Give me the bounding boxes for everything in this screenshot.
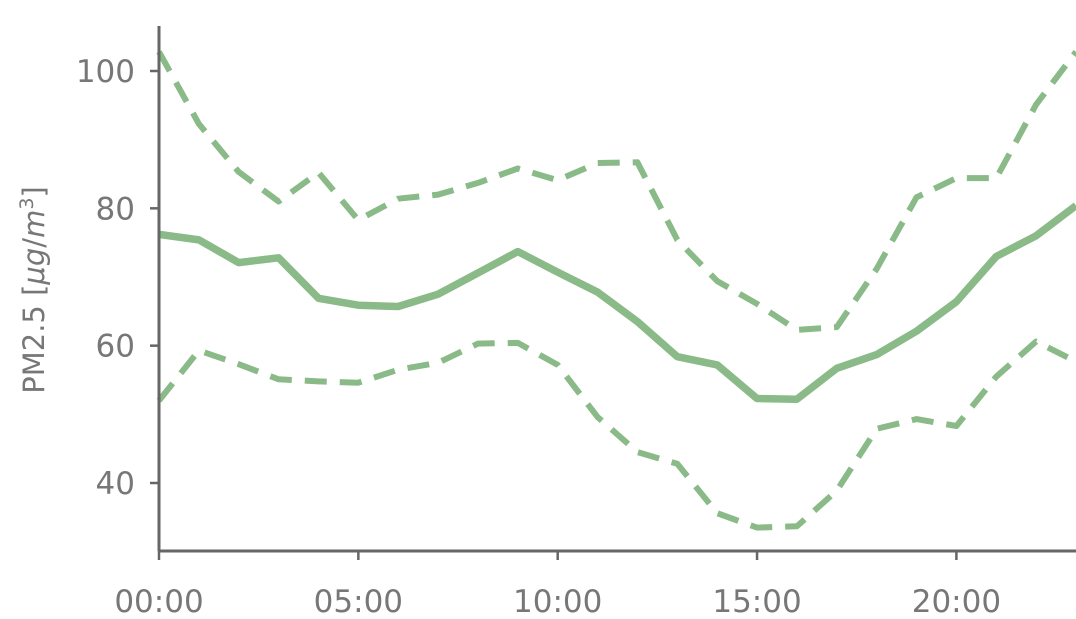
x-tick-label: 20:00	[912, 584, 1001, 619]
y-axis-title-base: PM2.5 [	[17, 285, 51, 394]
y-tick-label: 40	[96, 466, 135, 502]
y-axis-title-g: g	[17, 248, 51, 266]
x-tick-label: 05:00	[314, 584, 403, 619]
series-layer	[156, 49, 1076, 531]
x-tick-label: 10:00	[513, 584, 602, 619]
upper-bound-line	[156, 49, 1076, 333]
y-tick-label: 100	[76, 54, 135, 90]
y-tick-label: 80	[96, 191, 135, 227]
x-ticks: 00:00 05:00 10:00 15:00 20:00	[114, 551, 1001, 619]
y-axis-title-exponent: 3	[16, 198, 38, 210]
mean-line	[158, 202, 1076, 403]
y-axis-title-mu: μ	[17, 266, 51, 285]
y-ticks: 40 60 80 100	[76, 54, 159, 502]
axes-layer	[157, 26, 1076, 553]
y-axis-title: PM2.5 [μg/m3]	[16, 186, 51, 394]
x-tick-label: 00:00	[114, 584, 203, 619]
x-tick-label: 15:00	[712, 584, 801, 619]
y-axis-title-close: ]	[17, 186, 51, 197]
lower-bound-line	[156, 338, 1076, 531]
y-axis-title-m: m	[17, 210, 51, 238]
y-axis-title-slash: /	[17, 238, 51, 248]
y-tick-label: 60	[96, 329, 135, 365]
